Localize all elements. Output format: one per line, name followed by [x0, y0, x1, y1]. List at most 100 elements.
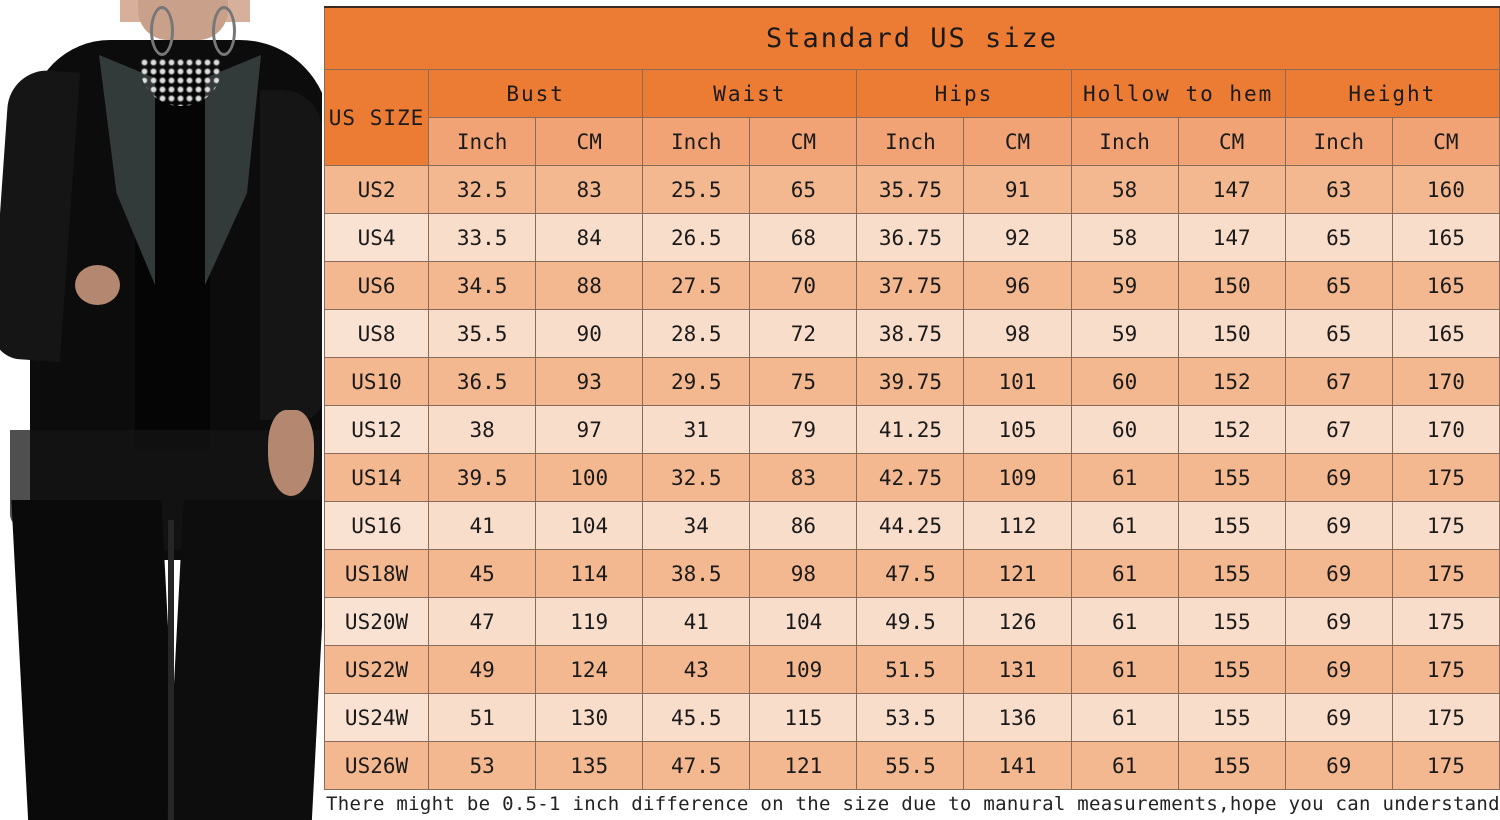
- measurement-cell: 29.5: [642, 357, 751, 406]
- unit-header-inch: Inch: [856, 117, 965, 166]
- size-chart-table: Standard US size US SIZE Bust Waist Hips Ho…: [323, 6, 1500, 790]
- table-row: US4 33.5 84 26.5 68 36.75 92 58 147 65 165: [323, 213, 1500, 262]
- measurement-cell: 44.25: [856, 501, 965, 550]
- measurement-cell: 67: [1284, 405, 1393, 454]
- table-row: US10 36.5 93 29.5 75 39.75 101 60 152 67 170: [323, 357, 1500, 406]
- unit-header-cm: CM: [1177, 117, 1286, 166]
- measurement-cell: 41.25: [856, 405, 965, 454]
- measurement-cell: 170: [1391, 357, 1500, 406]
- measurement-cell: 155: [1177, 501, 1286, 550]
- measurement-cell: 65: [1284, 261, 1393, 310]
- measurement-cell: 84: [535, 213, 644, 262]
- measurement-cell: 49.5: [856, 597, 965, 646]
- measurement-cell: 165: [1391, 213, 1500, 262]
- measurement-cell: 92: [963, 213, 1072, 262]
- measurement-cell: 86: [749, 501, 858, 550]
- size-label: US14: [323, 453, 430, 502]
- measurement-cell: 131: [963, 645, 1072, 694]
- measurement-cell: 124: [535, 645, 644, 694]
- measurement-cell: 175: [1391, 693, 1500, 742]
- measurement-cell: 37.75: [856, 261, 965, 310]
- measurement-cell: 91: [963, 165, 1072, 214]
- measurement-cell: 97: [535, 405, 644, 454]
- measurement-cell: 61: [1070, 453, 1179, 502]
- table-row: US20W 47 119 41 104 49.5 126 61 155 69 175: [323, 597, 1500, 646]
- measurement-cell: 105: [963, 405, 1072, 454]
- unit-header-cm: CM: [749, 117, 858, 166]
- measurement-cell: 109: [749, 645, 858, 694]
- table-row: US6 34.5 88 27.5 70 37.75 96 59 150 65 165: [323, 261, 1500, 310]
- measurement-cell: 69: [1284, 597, 1393, 646]
- measurement-cell: 63: [1284, 165, 1393, 214]
- measurement-cell: 49: [428, 645, 537, 694]
- measurement-cell: 34.5: [428, 261, 537, 310]
- unit-header-inch: Inch: [642, 117, 751, 166]
- measurement-cell: 45.5: [642, 693, 751, 742]
- measurement-cell: 43: [642, 645, 751, 694]
- measurement-cell: 109: [963, 453, 1072, 502]
- measurement-cell: 96: [963, 261, 1072, 310]
- measurement-cell: 83: [535, 165, 644, 214]
- measurement-cell: 36.75: [856, 213, 965, 262]
- measurement-cell: 53: [428, 741, 537, 790]
- measurement-cell: 65: [1284, 309, 1393, 358]
- measurement-cell: 60: [1070, 405, 1179, 454]
- measurement-cell: 147: [1177, 165, 1286, 214]
- measurement-cell: 175: [1391, 501, 1500, 550]
- group-header-hips: Hips: [856, 69, 1072, 118]
- measurement-cell: 69: [1284, 549, 1393, 598]
- measurement-cell: 98: [749, 549, 858, 598]
- measurement-cell: 121: [963, 549, 1072, 598]
- measurement-cell: 65: [749, 165, 858, 214]
- measurement-cell: 160: [1391, 165, 1500, 214]
- model-right-earring: [212, 6, 236, 56]
- measurement-cell: 38: [428, 405, 537, 454]
- us-size-header: US SIZE: [323, 69, 430, 166]
- measurement-cell: 27.5: [642, 261, 751, 310]
- measurement-cell: 79: [749, 405, 858, 454]
- measurement-cell: 70: [749, 261, 858, 310]
- measurement-cell: 60: [1070, 357, 1179, 406]
- measurement-cell: 51: [428, 693, 537, 742]
- measurement-cell: 155: [1177, 597, 1286, 646]
- measurement-cell: 130: [535, 693, 644, 742]
- unit-header-inch: Inch: [1070, 117, 1179, 166]
- measurement-cell: 69: [1284, 645, 1393, 694]
- unit-header-inch: Inch: [1284, 117, 1393, 166]
- measurement-cell: 165: [1391, 309, 1500, 358]
- measurement-cell: 59: [1070, 261, 1179, 310]
- measurement-cell: 147: [1177, 213, 1286, 262]
- measurement-cell: 150: [1177, 261, 1286, 310]
- table-row: US24W 51 130 45.5 115 53.5 136 61 155 69 175: [323, 693, 1500, 742]
- measurement-cell: 114: [535, 549, 644, 598]
- model-right-pant: [166, 500, 322, 820]
- measurement-cell: 72: [749, 309, 858, 358]
- measurement-cell: 42.75: [856, 453, 965, 502]
- measurement-cell: 93: [535, 357, 644, 406]
- table-row: US12 38 97 31 79 41.25 105 60 152 67 170: [323, 405, 1500, 454]
- model-left-hand: [75, 265, 120, 305]
- measurement-cell: 67: [1284, 357, 1393, 406]
- table-row: US8 35.5 90 28.5 72 38.75 98 59 150 65 165: [323, 309, 1500, 358]
- measurement-cell: 31: [642, 405, 751, 454]
- measurement-cell: 175: [1391, 741, 1500, 790]
- measurement-cell: 175: [1391, 645, 1500, 694]
- measurement-cell: 38.75: [856, 309, 965, 358]
- measurement-cell: 126: [963, 597, 1072, 646]
- measurement-cell: 90: [535, 309, 644, 358]
- measurement-cell: 35.75: [856, 165, 965, 214]
- measurement-cell: 47.5: [642, 741, 751, 790]
- measurement-cell: 175: [1391, 549, 1500, 598]
- measurement-cell: 35.5: [428, 309, 537, 358]
- table-row: US2 32.5 83 25.5 65 35.75 91 58 147 63 160: [323, 165, 1500, 214]
- measurement-cell: 104: [535, 501, 644, 550]
- measurement-cell: 101: [963, 357, 1072, 406]
- size-label: US2: [323, 165, 430, 214]
- size-disclaimer: There might be 0.5-1 inch difference on …: [326, 793, 1500, 815]
- model-right-sleeve: [260, 90, 322, 420]
- measurement-cell: 83: [749, 453, 858, 502]
- measurement-cell: 170: [1391, 405, 1500, 454]
- measurement-cell: 32.5: [642, 453, 751, 502]
- measurement-cell: 155: [1177, 645, 1286, 694]
- measurement-cell: 33.5: [428, 213, 537, 262]
